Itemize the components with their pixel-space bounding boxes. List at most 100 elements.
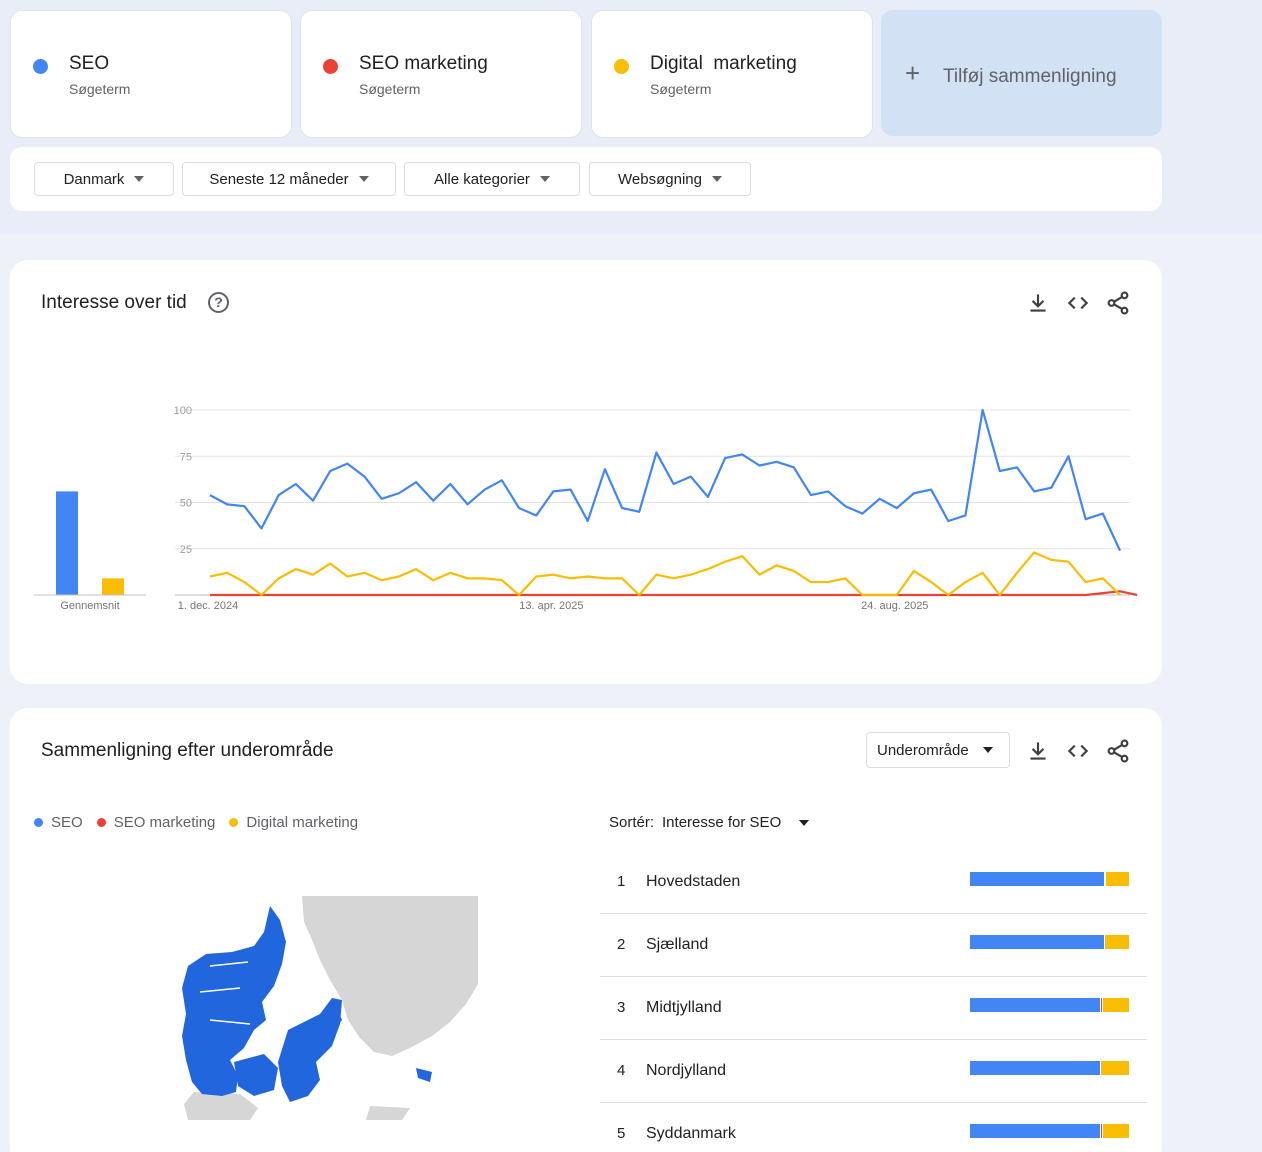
plus-icon: + xyxy=(905,58,921,88)
embed-code-icon[interactable] xyxy=(1065,290,1091,316)
embed-code-icon[interactable] xyxy=(1065,738,1091,764)
term-card-digital-marketing[interactable]: Digital marketing Søgeterm xyxy=(591,10,873,138)
share-segment xyxy=(970,998,1101,1012)
term-type: Søgeterm xyxy=(359,81,421,97)
x-tick-label: 1. dec. 2024 xyxy=(178,600,239,612)
panel-title: Sammenligning efter underområde xyxy=(41,740,334,761)
filter-label: Seneste 12 måneder xyxy=(209,170,349,188)
map-fjords xyxy=(199,961,251,1025)
interest-over-time-panel: Interesse over tid ? Gennemsnit 25 50 75 10… xyxy=(10,260,1162,684)
share-segment xyxy=(970,935,1104,949)
select-label: Underområde xyxy=(877,741,969,759)
map-legend: SEO SEO marketing Digital marketing xyxy=(34,814,358,831)
term-card-seo-marketing[interactable]: SEO marketing Søgeterm xyxy=(300,10,582,138)
legend-item-seo: SEO xyxy=(34,814,83,831)
map-sweden xyxy=(302,896,478,1056)
panel-title: Interesse over tid xyxy=(41,292,187,313)
share-icon[interactable] xyxy=(1105,290,1131,316)
legend-label: Digital marketing xyxy=(246,814,359,831)
filter-category[interactable]: Alle kategorier xyxy=(404,162,580,196)
term-card-seo[interactable]: SEO Søgeterm xyxy=(10,10,292,138)
download-icon[interactable] xyxy=(1025,738,1051,764)
region-row[interactable]: 4 Nordjylland xyxy=(600,1040,1147,1103)
map-region-bornholm[interactable] xyxy=(416,1068,432,1082)
region-share-bar xyxy=(970,1124,1129,1138)
share-segment xyxy=(970,1061,1101,1075)
region-row[interactable]: 3 Midtjylland xyxy=(600,977,1147,1040)
share-segment xyxy=(1105,872,1129,886)
series-color-dot xyxy=(323,59,338,74)
sort-value: Interesse for SEO xyxy=(662,814,782,831)
average-bar xyxy=(102,578,124,595)
filter-country[interactable]: Danmark xyxy=(34,162,174,196)
region-name: Syddanmark xyxy=(646,1125,736,1142)
add-comparison-button[interactable]: + Tilføj sammenligning xyxy=(881,10,1162,136)
add-comparison-label: Tilføj sammenligning xyxy=(943,66,1117,87)
x-tick-label: 24. aug. 2025 xyxy=(861,600,928,612)
region-row[interactable]: 5 Syddanmark xyxy=(600,1103,1147,1152)
region-share-bar xyxy=(970,998,1129,1012)
region-share-bar xyxy=(970,872,1129,886)
map-region-fyn[interactable] xyxy=(234,1054,278,1096)
legend-dot xyxy=(96,818,106,827)
chart-grid: 25 50 75 100 xyxy=(174,405,1130,596)
filter-search-type[interactable]: Websøgning xyxy=(589,162,751,196)
x-axis-ticks: 1. dec. 2024 13. apr. 2025 24. aug. 2025 xyxy=(178,600,929,612)
region-comparison-panel: Sammenligning efter underområde Underomr… xyxy=(10,708,1162,1152)
filter-label: Danmark xyxy=(63,170,125,188)
download-icon[interactable] xyxy=(1025,290,1051,316)
series-line-2 xyxy=(209,551,1121,597)
legend-item-seo-marketing: SEO marketing xyxy=(96,814,216,831)
chart-series xyxy=(209,408,1138,597)
region-name: Nordjylland xyxy=(646,1062,727,1079)
y-tick-label: 50 xyxy=(180,498,192,510)
denmark-map[interactable] xyxy=(170,896,478,1120)
filter-label: Alle kategorier xyxy=(434,170,530,188)
region-rank: 2 xyxy=(617,936,626,953)
region-row[interactable]: 2 Sjælland xyxy=(600,914,1147,977)
series-color-dot xyxy=(33,59,48,74)
share-icon[interactable] xyxy=(1105,738,1131,764)
subregion-select[interactable]: Underområde xyxy=(866,732,1010,768)
caret-down-icon xyxy=(358,176,369,182)
y-tick-label: 75 xyxy=(180,451,192,463)
legend-label: SEO marketing xyxy=(113,814,216,831)
region-rank: 3 xyxy=(617,999,626,1016)
y-tick-label: 25 xyxy=(180,544,192,556)
caret-down-icon xyxy=(982,747,993,753)
sort-control[interactable]: Sortér: Interesse for SEO xyxy=(609,814,810,831)
filter-time-range[interactable]: Seneste 12 måneder xyxy=(182,162,396,196)
share-segment xyxy=(1101,1124,1129,1138)
x-tick-label: 13. apr. 2025 xyxy=(519,600,583,612)
term-type: Søgeterm xyxy=(69,81,131,97)
map-germany xyxy=(184,1092,258,1120)
share-segment xyxy=(1100,1124,1102,1138)
share-segment xyxy=(1100,998,1102,1012)
term-name: SEO marketing xyxy=(359,53,488,74)
caret-down-icon xyxy=(799,819,810,826)
y-tick-label: 100 xyxy=(174,405,192,417)
region-row[interactable]: 1 Hovedstaden xyxy=(600,851,1147,914)
average-bar xyxy=(56,491,78,595)
filter-label: Websøgning xyxy=(618,170,702,188)
map-region-jylland[interactable] xyxy=(182,906,286,1096)
region-rank: 1 xyxy=(617,873,626,890)
share-segment xyxy=(1100,1061,1129,1075)
share-segment xyxy=(1103,872,1106,886)
region-rank: 5 xyxy=(617,1125,626,1142)
series-line-0 xyxy=(209,408,1121,552)
share-segment xyxy=(1103,935,1129,949)
map-region-hovedstaden[interactable] xyxy=(320,1002,342,1036)
legend-dot xyxy=(34,818,43,827)
caret-down-icon xyxy=(539,176,550,182)
region-share-bar xyxy=(970,1061,1129,1075)
legend-item-digital-marketing: Digital marketing xyxy=(229,814,358,831)
caret-down-icon xyxy=(134,176,145,182)
region-name: Midtjylland xyxy=(646,999,722,1016)
share-segment xyxy=(970,1124,1101,1138)
legend-label: SEO xyxy=(51,814,83,831)
help-icon[interactable]: ? xyxy=(208,292,229,313)
series-line-1 xyxy=(210,590,1138,597)
interest-chart: Gennemsnit 25 50 75 100 1. dec. 2024 13. apr… xyxy=(34,405,1138,612)
map-germany-east xyxy=(366,1106,410,1120)
